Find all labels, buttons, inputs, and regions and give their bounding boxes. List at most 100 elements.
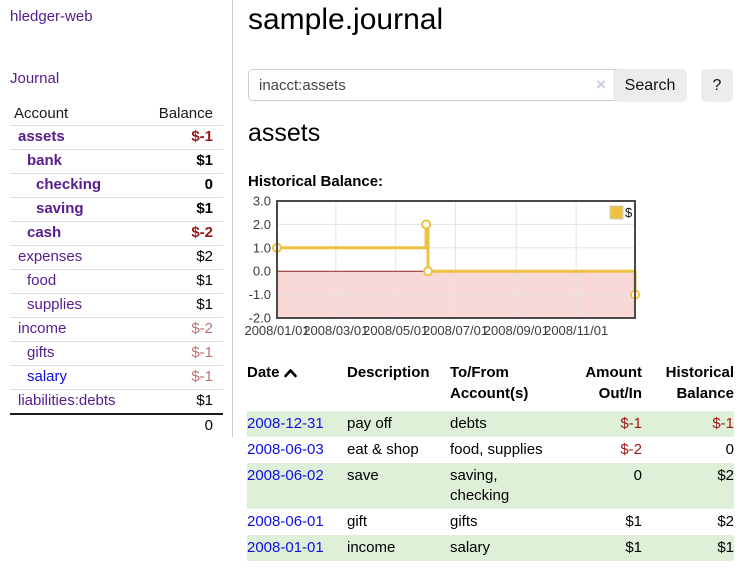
transaction-date-link[interactable]: 2008-06-02 — [247, 467, 324, 484]
account-link[interactable]: liabilities:debts — [18, 392, 116, 409]
sidebar-account-row: saving $1 — [10, 197, 223, 221]
sidebar-item-journal[interactable]: Journal — [10, 70, 60, 87]
y-axis-tick-label: 0.0 — [253, 264, 271, 279]
sidebar-account-row: checking 0 — [10, 173, 223, 197]
sidebar-account-row: supplies $1 — [10, 293, 223, 317]
account-balance: $1 — [196, 200, 213, 217]
date-cell[interactable]: 2008-06-01 — [247, 509, 347, 535]
description-cell: pay off — [347, 415, 392, 432]
register-row: 2008-01-01 income salary $1 $1 — [247, 535, 734, 561]
account-link[interactable]: cash — [27, 224, 62, 241]
sidebar: hledger-web Journal Account Balance asse… — [0, 0, 233, 437]
amount-cell: $-1 — [620, 415, 642, 432]
sidebar-account-row: salary $-1 — [10, 365, 223, 389]
date-cell[interactable]: 2008-01-01 — [247, 535, 347, 561]
account-link[interactable]: supplies — [27, 296, 83, 313]
x-axis-tick-label: 2008/03/01 — [303, 323, 368, 338]
account-heading: assets — [248, 119, 321, 147]
transaction-date-link[interactable]: 2008-12-31 — [247, 415, 324, 432]
account-cell: saving, checking — [450, 467, 510, 504]
date-cell[interactable]: 2008-12-31 — [247, 411, 347, 437]
account-balance-table: Account Balance assets $-1 bank $1 checking 0… — [10, 103, 223, 437]
account-link[interactable]: bank — [27, 152, 63, 169]
balance-cell: $2 — [717, 467, 734, 484]
account-link[interactable]: salary — [27, 368, 68, 385]
register-row: 2008-12-31 pay off debts $-1 $-1 — [247, 411, 734, 437]
transaction-date-link[interactable]: 2008-06-03 — [247, 441, 324, 458]
amount-cell: $1 — [625, 539, 642, 556]
account-link[interactable]: income — [18, 320, 67, 337]
transaction-date-link[interactable]: 2008-01-01 — [247, 539, 324, 556]
account-total-row: 0 — [10, 413, 223, 437]
account-link[interactable]: saving — [36, 200, 84, 217]
register-table: Date Description To/From Account(s) Amou… — [247, 362, 734, 561]
register-row: 2008-06-02 save saving, checking 0 $2 — [247, 463, 734, 509]
y-axis-tick-label: -1.0 — [249, 287, 271, 302]
account-balance: $-1 — [191, 368, 213, 385]
balance-cell: $2 — [717, 513, 734, 530]
account-link[interactable]: expenses — [18, 248, 83, 265]
sort-ascending-icon — [283, 363, 297, 384]
account-column-header: Account — [14, 105, 69, 122]
historical-balance-label: Historical Balance: — [248, 173, 384, 190]
search-input[interactable] — [248, 69, 628, 101]
transaction-date-link[interactable]: 2008-06-01 — [247, 513, 324, 530]
account-link[interactable]: assets — [18, 128, 65, 145]
total-balance: 0 — [204, 417, 213, 434]
x-axis-tick-label: 2008/07/01 — [423, 323, 488, 338]
account-cell: debts — [450, 415, 487, 432]
account-table-header: Account Balance — [10, 103, 223, 125]
sidebar-account-row: assets $-1 — [10, 125, 223, 149]
description-cell: save — [347, 467, 379, 484]
search-button[interactable]: Search — [613, 69, 687, 102]
x-axis-tick-label: 2008/09/01 — [484, 323, 549, 338]
account-link[interactable]: gifts — [27, 344, 55, 361]
help-button[interactable]: ? — [701, 69, 733, 102]
balance-cell: 0 — [725, 441, 734, 458]
sidebar-account-row: gifts $-1 — [10, 341, 223, 365]
sidebar-account-row: bank $1 — [10, 149, 223, 173]
sidebar-account-row: income $-2 — [10, 317, 223, 341]
date-column-header[interactable]: Date — [247, 362, 347, 411]
date-cell[interactable]: 2008-06-03 — [247, 437, 347, 463]
amount-column-header: Amount Out/In — [585, 364, 642, 402]
y-axis-tick-label: 2.0 — [253, 217, 271, 232]
data-point-marker — [421, 219, 432, 230]
account-balance: $-2 — [191, 320, 213, 337]
account-balance: $-1 — [191, 128, 213, 145]
date-cell[interactable]: 2008-06-02 — [247, 463, 347, 509]
account-link[interactable]: checking — [36, 176, 102, 193]
account-balance: $1 — [196, 152, 213, 169]
balance-column-header: Balance — [158, 105, 213, 122]
sidebar-account-row: liabilities:debts $1 — [10, 389, 223, 413]
x-axis-tick-label: 2008/11/01 — [544, 323, 608, 338]
amount-cell: $-2 — [620, 441, 642, 458]
legend-label: $ — [625, 205, 633, 220]
description-cell: income — [347, 539, 396, 556]
register-row: 2008-06-01 gift gifts $1 $2 — [247, 509, 734, 535]
balance-cell: $1 — [717, 539, 734, 556]
register-header-row: Date Description To/From Account(s) Amou… — [247, 362, 734, 411]
account-balance: $1 — [196, 272, 213, 289]
sidebar-account-row: food $1 — [10, 269, 223, 293]
register-row: 2008-06-03 eat & shop food, supplies $-2 0 — [247, 437, 734, 463]
account-cell: gifts — [450, 513, 478, 530]
account-link[interactable]: food — [27, 272, 57, 289]
balance-cell: $-1 — [712, 415, 734, 432]
amount-cell: $1 — [625, 513, 642, 530]
amount-cell: 0 — [633, 467, 642, 484]
description-cell: gift — [347, 513, 368, 530]
clear-search-icon[interactable]: × — [596, 75, 606, 94]
app-brand-link[interactable]: hledger-web — [10, 8, 93, 25]
account-balance: $-1 — [191, 344, 213, 361]
sidebar-account-row: cash $-2 — [10, 221, 223, 245]
y-axis-tick-label: 1.0 — [253, 240, 271, 255]
account-balance: $-2 — [191, 224, 213, 241]
account-balance: $1 — [196, 296, 213, 313]
account-balance: 0 — [204, 176, 213, 193]
y-axis-tick-label: 3.0 — [253, 194, 271, 209]
account-balance: $1 — [196, 392, 213, 409]
page-title: sample.journal — [248, 3, 444, 36]
data-point-marker — [423, 266, 434, 277]
balance-column-header: Historical Balance — [665, 364, 734, 402]
